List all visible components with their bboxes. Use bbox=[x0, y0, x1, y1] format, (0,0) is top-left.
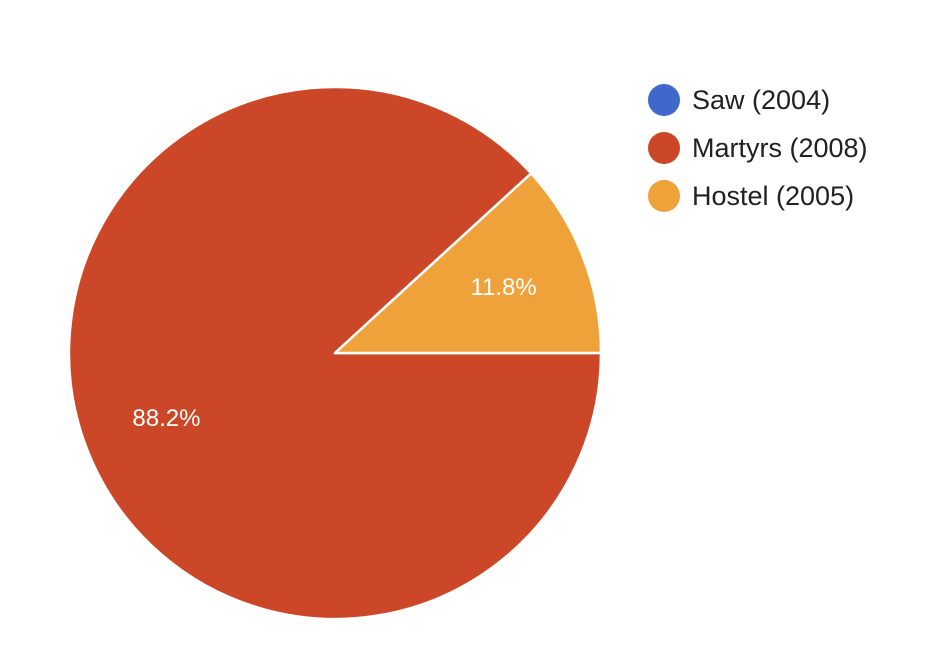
legend-label-hostel-2005: Hostel (2005) bbox=[692, 181, 854, 211]
legend-label-saw-2004: Saw (2004) bbox=[692, 85, 830, 115]
slice-label-martyrs-2008: 88.2% bbox=[132, 405, 200, 432]
legend-swatch-hostel-2005 bbox=[648, 180, 680, 212]
legend-swatch-martyrs-2008 bbox=[648, 132, 680, 164]
legend-item-martyrs-2008: Martyrs (2008) bbox=[648, 132, 868, 164]
legend-label-martyrs-2008: Martyrs (2008) bbox=[692, 133, 868, 163]
pie-slice-labels: 88.2% 11.8% bbox=[132, 274, 536, 432]
pie-slices bbox=[67, 85, 603, 621]
pie-slice-hostel-2005 bbox=[333, 172, 603, 355]
legend: Saw (2004) Martyrs (2008) Hostel (2005) bbox=[648, 84, 868, 212]
legend-item-saw-2004: Saw (2004) bbox=[648, 84, 830, 116]
slice-label-hostel-2005: 11.8% bbox=[470, 274, 536, 301]
legend-item-hostel-2005: Hostel (2005) bbox=[648, 180, 854, 212]
legend-swatch-saw-2004 bbox=[648, 84, 680, 116]
